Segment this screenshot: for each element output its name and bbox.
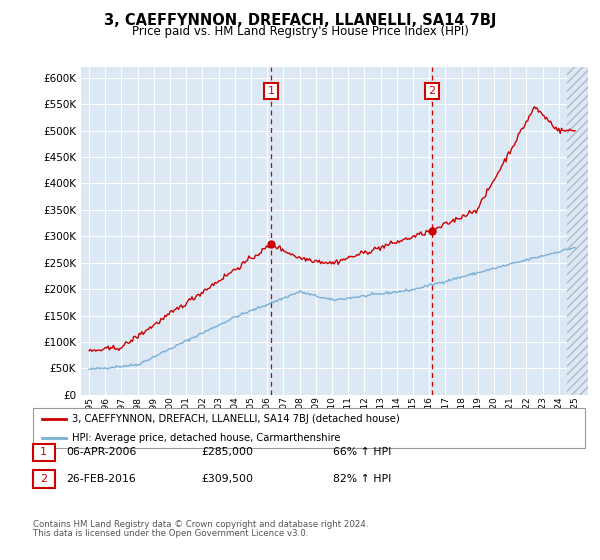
Text: 82% ↑ HPI: 82% ↑ HPI [333, 474, 391, 484]
Text: Price paid vs. HM Land Registry's House Price Index (HPI): Price paid vs. HM Land Registry's House … [131, 25, 469, 38]
Text: 26-FEB-2016: 26-FEB-2016 [66, 474, 136, 484]
Text: 1: 1 [40, 447, 47, 458]
Bar [567, 67, 600, 395]
Text: HPI: Average price, detached house, Carmarthenshire: HPI: Average price, detached house, Carm… [72, 433, 341, 443]
Text: 1: 1 [268, 86, 275, 96]
Text: 3, CAEFFYNNON, DREFACH, LLANELLI, SA14 7BJ: 3, CAEFFYNNON, DREFACH, LLANELLI, SA14 7… [104, 13, 496, 28]
Text: £285,000: £285,000 [201, 447, 253, 458]
Text: 06-APR-2006: 06-APR-2006 [66, 447, 136, 458]
Text: 2: 2 [40, 474, 47, 484]
Text: 2: 2 [428, 86, 435, 96]
Text: Contains HM Land Registry data © Crown copyright and database right 2024.: Contains HM Land Registry data © Crown c… [33, 520, 368, 529]
Text: £309,500: £309,500 [201, 474, 253, 484]
Text: This data is licensed under the Open Government Licence v3.0.: This data is licensed under the Open Gov… [33, 529, 308, 538]
Text: 66% ↑ HPI: 66% ↑ HPI [333, 447, 391, 458]
Text: 3, CAEFFYNNON, DREFACH, LLANELLI, SA14 7BJ (detached house): 3, CAEFFYNNON, DREFACH, LLANELLI, SA14 7… [72, 414, 400, 424]
